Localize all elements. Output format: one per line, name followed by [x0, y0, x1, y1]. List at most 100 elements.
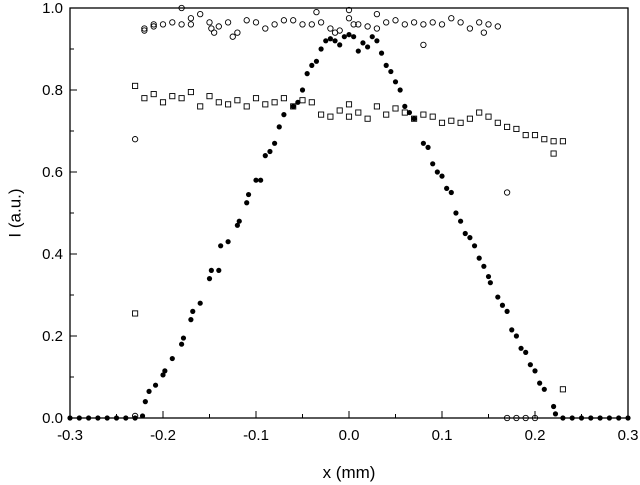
filled-circle-point — [453, 210, 459, 216]
open-square-point — [448, 117, 455, 124]
y-tick-label: 0.2 — [42, 328, 63, 345]
x-tick-label: -0.2 — [150, 427, 176, 444]
filled-circle-point — [123, 415, 129, 421]
open-square-point — [364, 115, 371, 122]
filled-circle-point — [313, 58, 320, 64]
open-circle-point — [215, 23, 222, 30]
open-square-point — [252, 95, 260, 102]
open-circle-point — [131, 412, 139, 420]
filled-circle-point — [402, 103, 408, 109]
open-square-point — [522, 132, 529, 139]
filled-circle-point — [276, 124, 282, 130]
filled-circle-point — [152, 382, 159, 388]
filled-circle-point — [76, 415, 82, 421]
open-circle-point — [150, 21, 157, 28]
open-circle-point — [503, 414, 511, 422]
filled-circle-point — [518, 345, 524, 351]
open-square-point — [550, 138, 557, 145]
open-square-point — [392, 105, 399, 112]
open-circle-point — [150, 23, 157, 30]
open-square-point — [541, 136, 548, 143]
filled-circle-point — [218, 243, 224, 249]
x-tick-label: 0.2 — [525, 427, 546, 444]
plot-border — [69, 7, 629, 419]
filled-circle-point — [411, 116, 417, 122]
open-square-point — [150, 91, 157, 98]
filled-circle-point — [258, 177, 264, 183]
filled-circle-point — [327, 36, 333, 42]
filled-circle-point — [625, 415, 631, 421]
filled-circle-point — [406, 109, 413, 116]
x-tick-label: 0.3 — [618, 427, 639, 444]
open-square-point — [141, 95, 148, 102]
open-square-point — [476, 109, 483, 116]
filled-circle-point — [355, 48, 361, 54]
filled-circle-point — [481, 263, 487, 269]
open-circle-point — [531, 414, 539, 422]
plot-frame — [69, 7, 629, 419]
y-tick-label: 0.0 — [42, 410, 63, 427]
open-square-point — [169, 93, 176, 100]
filled-circle-point — [616, 415, 622, 421]
open-square-point — [457, 119, 464, 126]
open-circle-point — [197, 10, 204, 18]
open-circle-point — [392, 17, 399, 24]
open-circle-point — [178, 4, 185, 12]
open-circle-point — [522, 414, 529, 422]
filled-circle-point — [578, 415, 585, 421]
open-square-point — [308, 99, 315, 106]
filled-circle-point — [318, 46, 324, 52]
open-square-point — [178, 95, 185, 102]
open-square-point — [429, 113, 436, 120]
open-circle-point — [466, 25, 474, 32]
x-tick-label: -0.1 — [243, 427, 269, 444]
filled-circle-point — [471, 243, 478, 249]
open-circle-point — [345, 6, 353, 14]
open-circle-point — [187, 21, 195, 28]
y-tick-label: 0.6 — [42, 164, 63, 181]
open-circle-point — [494, 23, 501, 30]
filled-circle-point — [225, 239, 231, 245]
open-circle-point — [131, 136, 139, 143]
filled-circle-point — [188, 317, 194, 323]
filled-circle-point — [541, 386, 547, 392]
open-circle-point — [383, 19, 390, 26]
filled-circle-point — [267, 148, 273, 155]
open-square-point — [234, 97, 241, 104]
open-circle-point — [448, 15, 455, 22]
filled-circle-point — [606, 415, 613, 421]
y-tick-label: 0.4 — [42, 246, 63, 263]
filled-circle-point — [262, 153, 268, 159]
open-square-point — [466, 115, 473, 122]
open-circle-point — [262, 25, 269, 32]
open-circle-point — [420, 21, 427, 28]
filled-circle-point — [132, 415, 138, 421]
filled-circle-point — [597, 415, 603, 421]
open-circle-point — [401, 21, 408, 28]
open-square-point — [132, 82, 139, 89]
filled-circle-point — [244, 200, 250, 206]
open-square-point — [206, 93, 213, 100]
filled-circle-point — [346, 32, 352, 38]
filled-circle-point — [179, 341, 185, 347]
open-circle-point — [410, 19, 418, 26]
x-tick-label: -0.3 — [57, 427, 83, 444]
filled-circle-point — [588, 415, 594, 421]
open-square-point — [504, 123, 511, 130]
filled-circle-point — [476, 255, 482, 261]
filled-circle-point — [388, 68, 394, 75]
y-tick-label: 0.8 — [42, 82, 63, 99]
open-circle-point — [243, 17, 250, 24]
filled-circle-point — [86, 415, 92, 421]
open-circle-point — [364, 23, 371, 30]
filled-circle-point — [337, 42, 343, 48]
filled-circle-point — [104, 415, 110, 421]
open-circle-point — [476, 19, 483, 26]
filled-circle-point — [323, 38, 329, 44]
open-circle-point — [187, 15, 195, 22]
filled-circle-point — [365, 44, 371, 50]
filled-circle-point — [392, 79, 399, 85]
open-square-point — [271, 99, 278, 106]
filled-circle-point — [146, 388, 152, 394]
